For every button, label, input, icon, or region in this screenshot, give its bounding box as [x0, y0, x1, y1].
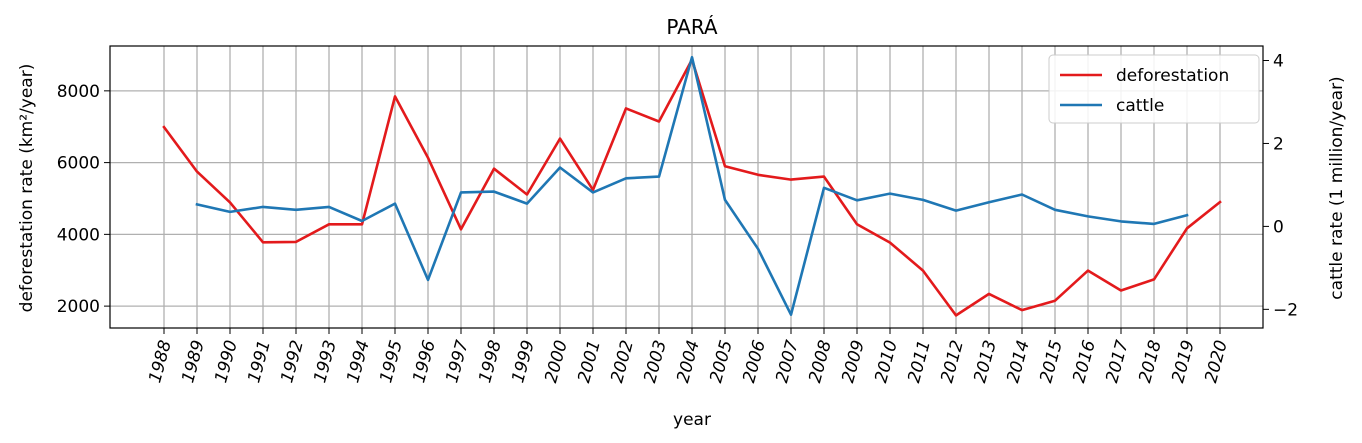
legend-label-cattle: cattle: [1116, 96, 1164, 116]
series-line-cattle: [195, 55, 1189, 317]
y-tick-label-4000: 4000: [57, 225, 100, 245]
y2-tick-label-4: 4: [1273, 52, 1284, 72]
legend-label-deforestation: deforestation: [1116, 66, 1229, 86]
plot-lines: [162, 55, 1222, 317]
legend: deforestation cattle: [1048, 54, 1260, 124]
y2-tick-label-0: 0: [1273, 217, 1284, 237]
plot-frame: [109, 45, 1264, 329]
y-tick-label-2000: 2000: [57, 297, 100, 317]
chart-title: PARÁ: [666, 15, 718, 39]
y2-tick-label-2: 2: [1273, 134, 1284, 154]
y2-axis-ticks: −2 0 2 4: [1263, 52, 1298, 320]
y-tick-label-6000: 6000: [57, 154, 100, 174]
x-axis-label: year: [673, 410, 711, 430]
y-axis-label: deforestation rate (km²/year): [17, 64, 37, 313]
grid: [110, 46, 1263, 328]
y-axis-ticks: 2000 4000 6000 8000: [57, 82, 110, 317]
y-tick-label-8000: 8000: [57, 82, 100, 102]
y2-tick-label--2: −2: [1273, 300, 1298, 320]
y2-axis-label: cattle rate (1 million/year): [1327, 76, 1347, 299]
